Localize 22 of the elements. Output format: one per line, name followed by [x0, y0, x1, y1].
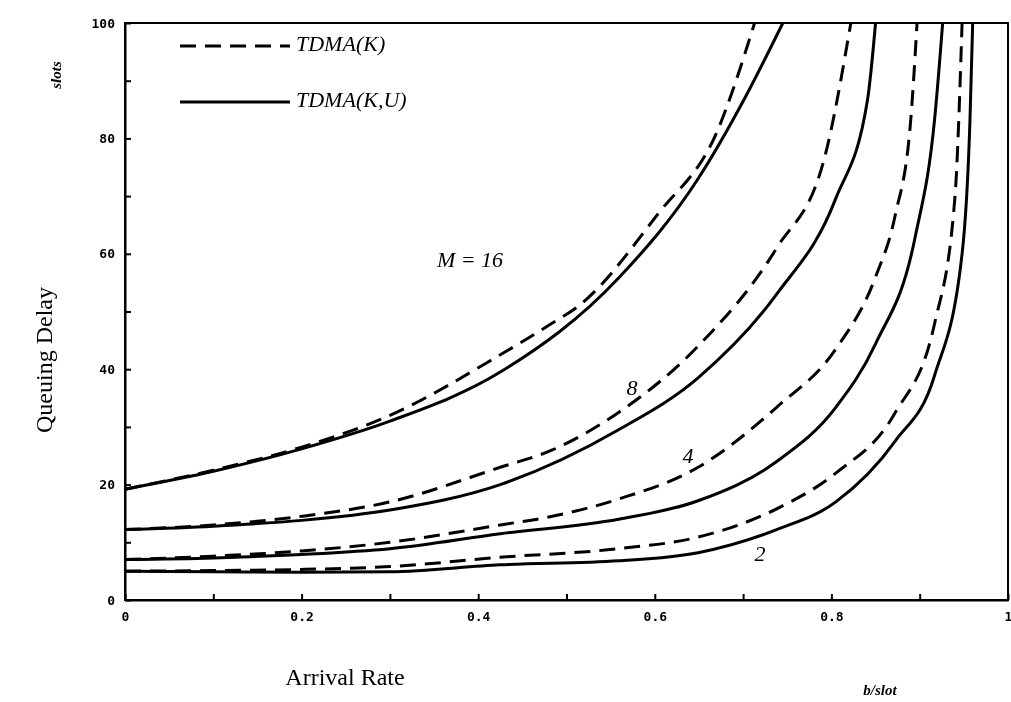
- y-tick-label: 20: [99, 477, 116, 493]
- legend-label: TDMA(K,U): [296, 87, 407, 113]
- text: b/slot: [863, 682, 898, 699]
- legend-label: TDMA(K): [296, 31, 386, 57]
- annotation: 4: [682, 443, 694, 469]
- x-tick-label: 0.2: [290, 609, 314, 625]
- y-tick-label: 80: [99, 131, 116, 147]
- x-tick-label: 0.4: [466, 609, 491, 625]
- y-tick-label: 0: [107, 592, 116, 608]
- x-tick-label: 0.8: [820, 609, 844, 625]
- x-axis-title: Arrival Rate: [285, 664, 405, 690]
- y-tick-label: 100: [91, 15, 116, 31]
- x-tick-label: 1: [1004, 609, 1011, 625]
- annotation: 8: [626, 375, 638, 401]
- y-tick-label: 40: [99, 361, 116, 377]
- annotation: 2: [754, 541, 766, 567]
- annotation: M = 16: [435, 247, 504, 273]
- x-tick-label: 0.6: [643, 609, 668, 625]
- text: slots: [48, 61, 65, 90]
- y-tick-label: 60: [99, 246, 116, 262]
- x-tick-label: 0: [121, 609, 130, 625]
- y-axis-title: Queuing Delay: [31, 287, 57, 433]
